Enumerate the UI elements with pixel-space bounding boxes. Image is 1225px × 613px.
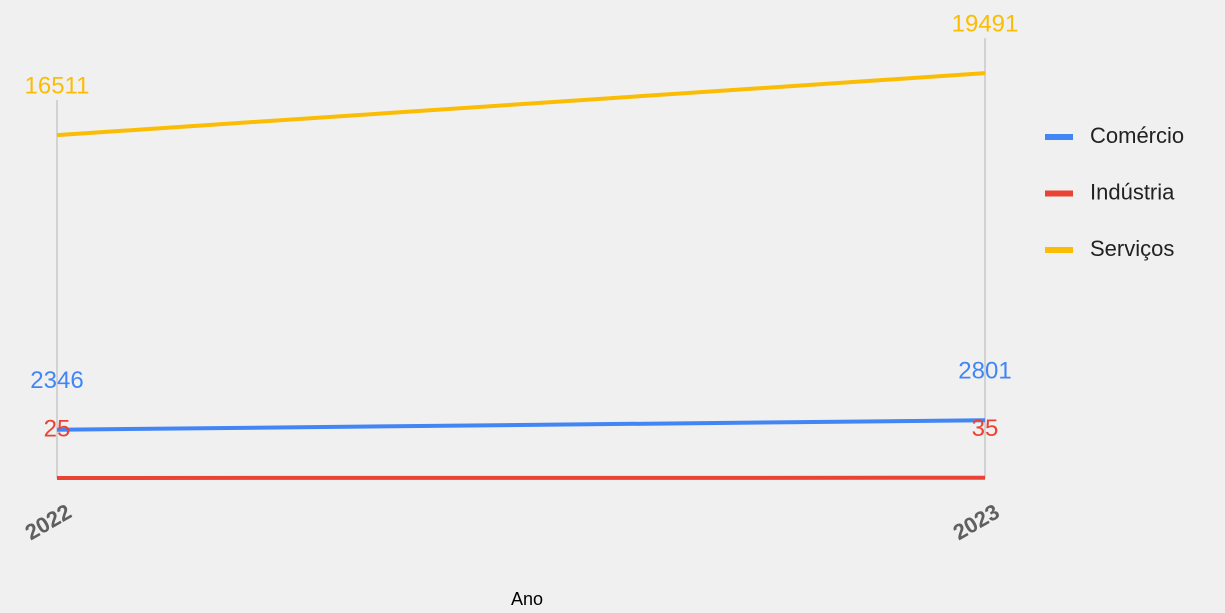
data-label: 35	[972, 415, 999, 442]
legend-label: Comércio	[1090, 123, 1184, 148]
data-label: 19491	[952, 11, 1019, 38]
legend-label: Serviços	[1090, 236, 1174, 261]
data-label: 2346	[30, 367, 83, 394]
data-label: 2801	[958, 358, 1011, 385]
series-line	[56, 71, 986, 138]
series-line	[56, 418, 986, 432]
data-label: 25	[44, 415, 71, 442]
x-axis-label: Ano	[511, 589, 543, 609]
data-label: 16511	[25, 72, 90, 99]
legend-label: Indústria	[1090, 179, 1175, 204]
